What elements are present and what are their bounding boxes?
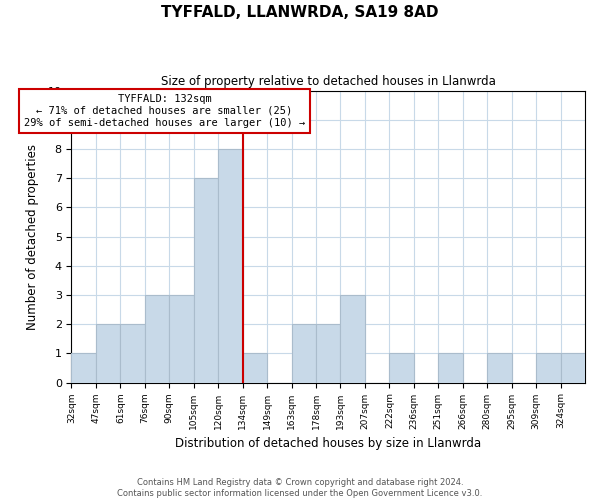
Bar [121, 324, 145, 382]
Bar [389, 354, 414, 382]
Bar [340, 295, 365, 382]
Bar [96, 324, 121, 382]
Bar [71, 354, 96, 382]
Text: Contains HM Land Registry data © Crown copyright and database right 2024.
Contai: Contains HM Land Registry data © Crown c… [118, 478, 482, 498]
X-axis label: Distribution of detached houses by size in Llanwrda: Distribution of detached houses by size … [175, 437, 481, 450]
Bar [292, 324, 316, 382]
Bar [487, 354, 512, 382]
Bar [218, 149, 242, 382]
Text: TYFFALD, LLANWRDA, SA19 8AD: TYFFALD, LLANWRDA, SA19 8AD [161, 5, 439, 20]
Bar [316, 324, 340, 382]
Bar [194, 178, 218, 382]
Title: Size of property relative to detached houses in Llanwrda: Size of property relative to detached ho… [161, 75, 496, 88]
Y-axis label: Number of detached properties: Number of detached properties [26, 144, 40, 330]
Bar [438, 354, 463, 382]
Bar [560, 354, 585, 382]
Bar [169, 295, 194, 382]
Text: TYFFALD: 132sqm
← 71% of detached houses are smaller (25)
29% of semi-detached h: TYFFALD: 132sqm ← 71% of detached houses… [24, 94, 305, 128]
Bar [242, 354, 267, 382]
Bar [536, 354, 560, 382]
Bar [145, 295, 169, 382]
